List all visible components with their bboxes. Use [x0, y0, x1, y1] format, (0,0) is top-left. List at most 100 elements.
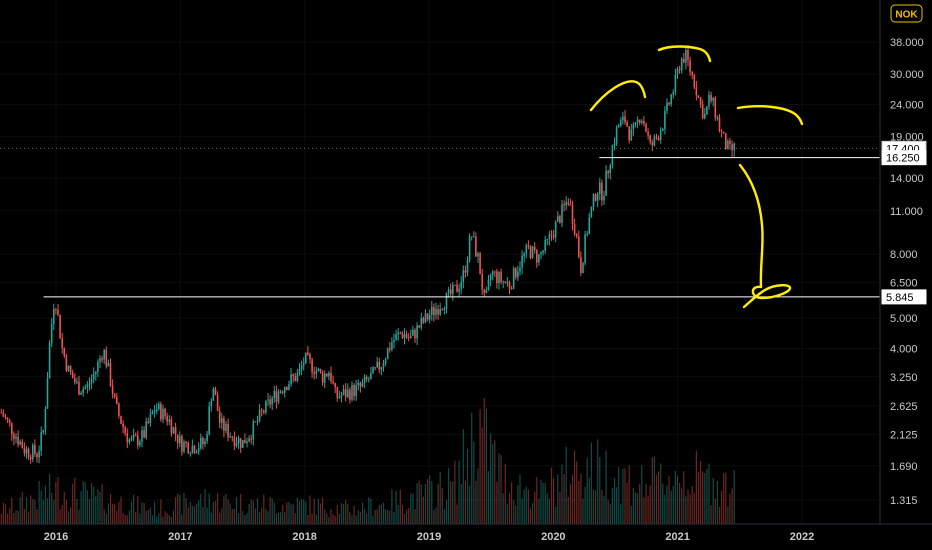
- candle[interactable]: [307, 345, 309, 357]
- candle[interactable]: [25, 445, 28, 459]
- candle[interactable]: [332, 375, 334, 385]
- candle[interactable]: [17, 430, 19, 448]
- candle[interactable]: [346, 383, 349, 399]
- candle[interactable]: [657, 135, 660, 141]
- candle[interactable]: [101, 355, 103, 363]
- candle[interactable]: [65, 353, 68, 373]
- candle[interactable]: [258, 404, 261, 423]
- candle[interactable]: [695, 80, 698, 101]
- candle[interactable]: [626, 119, 628, 128]
- candle[interactable]: [334, 382, 336, 393]
- candle[interactable]: [6, 417, 9, 424]
- candle[interactable]: [21, 439, 24, 449]
- candle[interactable]: [601, 179, 603, 207]
- candle[interactable]: [487, 274, 490, 291]
- candle[interactable]: [540, 251, 542, 260]
- candle[interactable]: [544, 235, 546, 255]
- candle[interactable]: [281, 390, 284, 395]
- candle[interactable]: [441, 307, 444, 311]
- candle[interactable]: [727, 138, 729, 150]
- candle[interactable]: [531, 245, 534, 259]
- candle[interactable]: [680, 57, 683, 74]
- candle[interactable]: [519, 261, 521, 276]
- candle[interactable]: [246, 437, 248, 448]
- candle[interactable]: [567, 198, 570, 207]
- candle[interactable]: [206, 431, 208, 444]
- candle[interactable]: [38, 445, 40, 464]
- candle[interactable]: [90, 374, 93, 390]
- candle[interactable]: [584, 230, 586, 266]
- candle[interactable]: [128, 437, 131, 445]
- candle[interactable]: [697, 95, 700, 99]
- candle[interactable]: [57, 303, 59, 317]
- candle[interactable]: [304, 352, 307, 364]
- candle[interactable]: [525, 243, 528, 259]
- candle[interactable]: [321, 370, 324, 386]
- candle[interactable]: [277, 389, 280, 405]
- candle[interactable]: [489, 273, 492, 287]
- candle[interactable]: [191, 439, 194, 454]
- candle[interactable]: [391, 337, 393, 352]
- candle[interactable]: [168, 415, 171, 426]
- time-axis[interactable]: 2016 2017 2018 2019 2020 2021 2022: [44, 531, 814, 543]
- candle[interactable]: [300, 360, 303, 375]
- candle[interactable]: [372, 366, 374, 375]
- candle[interactable]: [157, 401, 160, 411]
- hand-drawn-annotations[interactable]: [589, 45, 804, 309]
- candle[interactable]: [365, 375, 368, 383]
- candle[interactable]: [19, 439, 21, 446]
- candle[interactable]: [122, 420, 124, 434]
- candle[interactable]: [491, 269, 494, 281]
- candle[interactable]: [130, 435, 133, 442]
- candle[interactable]: [59, 314, 61, 339]
- candle[interactable]: [99, 355, 101, 369]
- candle[interactable]: [275, 385, 278, 409]
- candle[interactable]: [349, 387, 351, 404]
- candle[interactable]: [407, 332, 410, 342]
- candle[interactable]: [15, 433, 17, 444]
- candle[interactable]: [132, 428, 135, 442]
- candle[interactable]: [199, 433, 202, 451]
- candle[interactable]: [271, 396, 273, 411]
- candle[interactable]: [615, 125, 618, 147]
- candle[interactable]: [412, 325, 414, 336]
- candle[interactable]: [378, 357, 381, 374]
- candle[interactable]: [575, 233, 578, 239]
- candle[interactable]: [418, 325, 420, 329]
- candle[interactable]: [88, 377, 91, 391]
- candle[interactable]: [10, 422, 13, 441]
- candle[interactable]: [82, 386, 84, 397]
- candle[interactable]: [458, 283, 460, 298]
- candle[interactable]: [336, 386, 339, 402]
- down-arrow-curve[interactable]: [738, 163, 764, 289]
- candle[interactable]: [443, 306, 446, 315]
- candle[interactable]: [661, 127, 664, 132]
- candle[interactable]: [685, 47, 687, 70]
- candle[interactable]: [722, 131, 725, 134]
- candle[interactable]: [105, 346, 108, 369]
- candle[interactable]: [401, 331, 404, 339]
- candle[interactable]: [13, 431, 15, 446]
- candle[interactable]: [353, 383, 355, 401]
- candle[interactable]: [97, 359, 99, 377]
- candle[interactable]: [523, 251, 525, 263]
- candle[interactable]: [149, 408, 152, 427]
- candle[interactable]: [370, 367, 372, 380]
- candle[interactable]: [449, 283, 452, 296]
- candle[interactable]: [225, 421, 227, 434]
- candle[interactable]: [405, 330, 408, 340]
- candle[interactable]: [86, 381, 89, 394]
- candle[interactable]: [124, 425, 126, 436]
- candle[interactable]: [682, 53, 685, 64]
- candle[interactable]: [447, 286, 450, 298]
- candle[interactable]: [267, 392, 269, 406]
- candle[interactable]: [8, 418, 11, 427]
- candle[interactable]: [42, 429, 45, 435]
- candle[interactable]: [288, 380, 290, 391]
- candle[interactable]: [472, 231, 475, 238]
- candle[interactable]: [107, 359, 110, 367]
- candle[interactable]: [155, 403, 158, 415]
- candle[interactable]: [720, 129, 723, 138]
- candle[interactable]: [143, 426, 145, 439]
- candle[interactable]: [212, 386, 215, 401]
